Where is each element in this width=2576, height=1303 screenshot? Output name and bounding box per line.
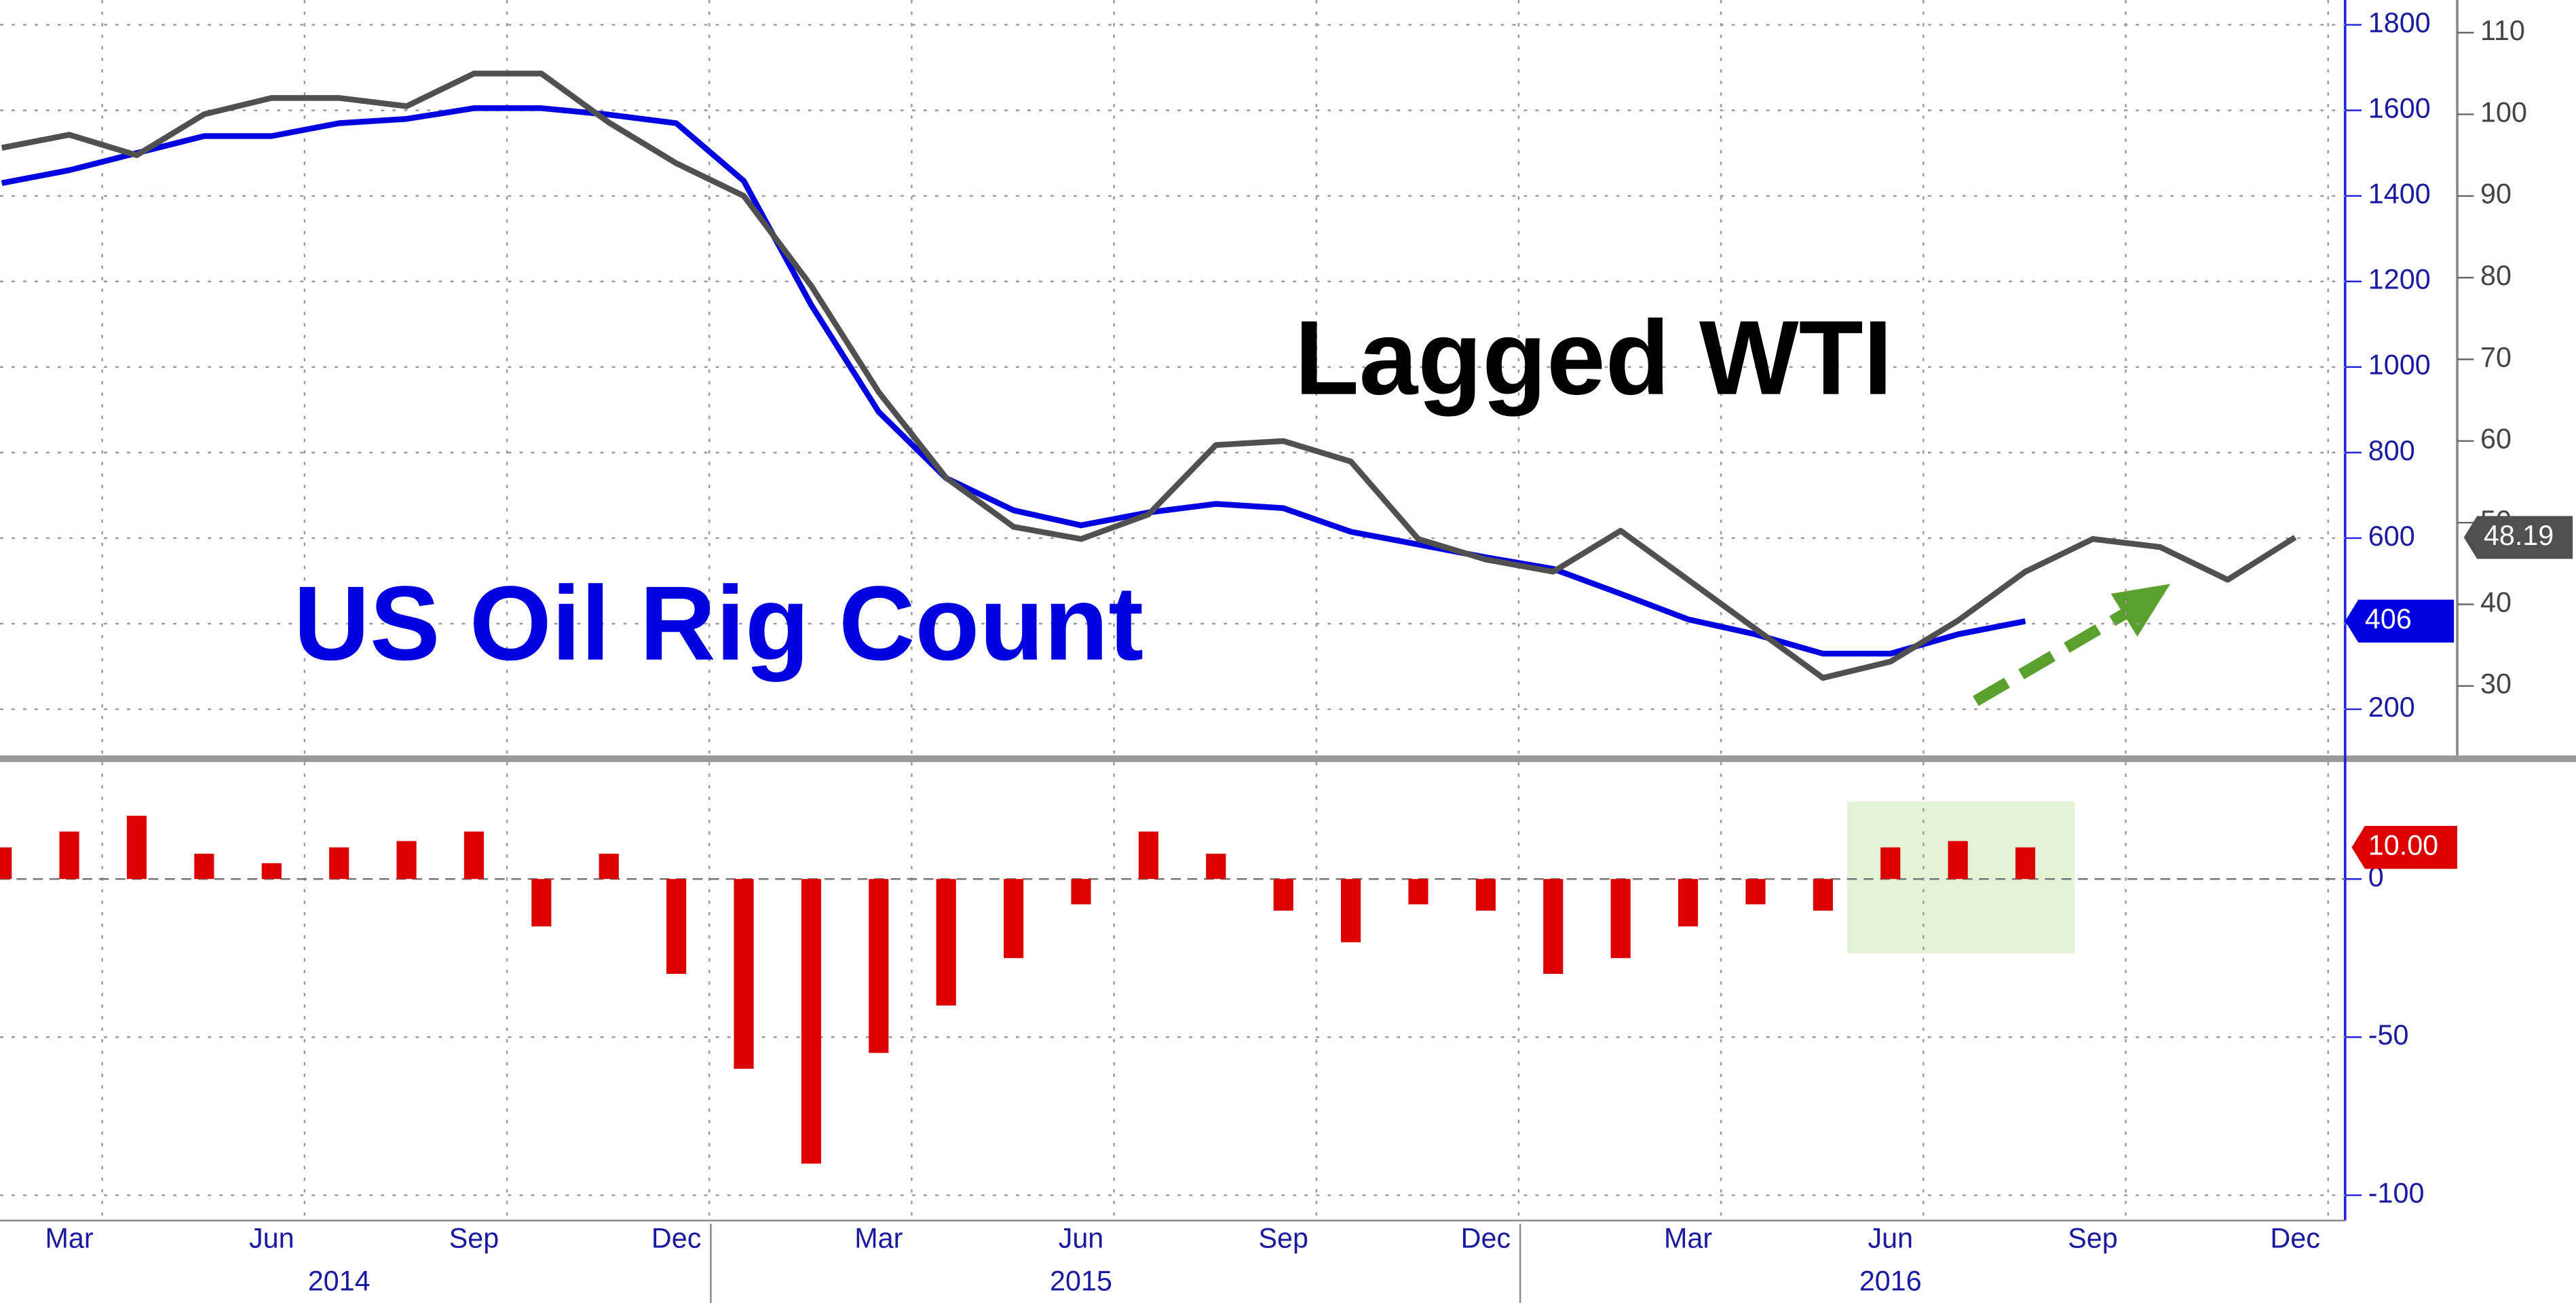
- arrow-shaft: [1973, 605, 2134, 706]
- year-label: 2014: [308, 1266, 371, 1297]
- y-tick-label: 1000: [2368, 350, 2431, 381]
- x-tick-label: Jun: [249, 1223, 295, 1254]
- value-tag-label: 406: [2365, 603, 2412, 635]
- value-tag: [2463, 516, 2573, 559]
- x-tick-label: Mar: [1664, 1223, 1712, 1254]
- bar: [801, 879, 822, 1164]
- x-tick-label: Dec: [2270, 1223, 2319, 1254]
- value-tag: [2351, 826, 2458, 869]
- y-tick-label: -100: [2368, 1177, 2425, 1209]
- bar: [869, 879, 889, 1053]
- x-tick-label: Jun: [1868, 1223, 1913, 1254]
- bar: [666, 879, 687, 975]
- y-tick-label: 1800: [2368, 7, 2431, 38]
- y2-tick-label: 60: [2480, 423, 2512, 455]
- y-tick-label: 800: [2368, 435, 2415, 466]
- trend-arrow: [1973, 584, 2171, 706]
- series-label: Lagged WTI: [1295, 299, 1893, 417]
- y-tick-label: 600: [2368, 521, 2415, 552]
- bar: [936, 879, 956, 1006]
- y-tick-label: 200: [2368, 692, 2415, 723]
- bar: [1408, 879, 1428, 905]
- y2-tick-label: 90: [2480, 178, 2512, 210]
- x-tick-label: Sep: [449, 1223, 499, 1254]
- x-tick-label: Sep: [1258, 1223, 1308, 1254]
- bar: [1004, 879, 1024, 958]
- y2-tick-label: 40: [2480, 586, 2512, 618]
- bar: [463, 831, 485, 880]
- series-line: [1, 105, 2026, 657]
- bar: [194, 853, 214, 880]
- bar: [1475, 879, 1496, 911]
- bar: [261, 863, 282, 880]
- x-tick-label: Sep: [2068, 1223, 2117, 1254]
- bar: [329, 847, 349, 880]
- bar: [1948, 841, 1968, 880]
- bar: [1678, 879, 1699, 927]
- bar: [1610, 879, 1631, 958]
- x-tick-label: Jun: [1059, 1223, 1104, 1254]
- x-tick-label: Dec: [651, 1223, 701, 1254]
- y-tick-label: 1400: [2368, 178, 2431, 210]
- y-tick-label: 0: [2368, 861, 2384, 892]
- y2-tick-label: 100: [2480, 96, 2527, 128]
- bar: [1813, 879, 1833, 911]
- bar: [1543, 879, 1564, 975]
- bar: [599, 853, 619, 880]
- series-label: US Oil Rig Count: [294, 564, 1144, 682]
- y2-tick-label: 80: [2480, 260, 2512, 291]
- bar: [396, 841, 417, 880]
- bar: [1341, 879, 1361, 943]
- bar: [1071, 879, 1091, 905]
- y-tick-label: 1200: [2368, 264, 2431, 295]
- bar: [126, 816, 147, 880]
- x-tick-label: Mar: [45, 1223, 94, 1254]
- value-tag-label: 10.00: [2368, 830, 2438, 861]
- bar: [0, 847, 12, 880]
- x-tick-label: Dec: [1461, 1223, 1511, 1254]
- y-tick-label: 1600: [2368, 93, 2431, 124]
- arrow-head: [2110, 584, 2171, 637]
- year-label: 2016: [1859, 1266, 1922, 1297]
- bar: [1880, 847, 1901, 880]
- x-tick-label: Mar: [854, 1223, 903, 1254]
- y-tick-label: -50: [2368, 1019, 2409, 1051]
- bar: [1206, 853, 1226, 880]
- y2-tick-label: 110: [2480, 15, 2525, 46]
- bar: [1745, 879, 1766, 905]
- bar: [2015, 847, 2036, 880]
- series-line: [1, 71, 2297, 681]
- year-label: 2015: [1050, 1266, 1112, 1297]
- value-tag: [2345, 599, 2455, 643]
- value-tag-label: 48.19: [2484, 520, 2554, 551]
- y2-tick-label: 70: [2480, 341, 2512, 373]
- bar: [1138, 831, 1158, 880]
- bar: [734, 879, 754, 1069]
- bar: [59, 831, 79, 880]
- bar: [1273, 879, 1293, 911]
- bar: [531, 879, 552, 927]
- y2-tick-label: 30: [2480, 668, 2512, 700]
